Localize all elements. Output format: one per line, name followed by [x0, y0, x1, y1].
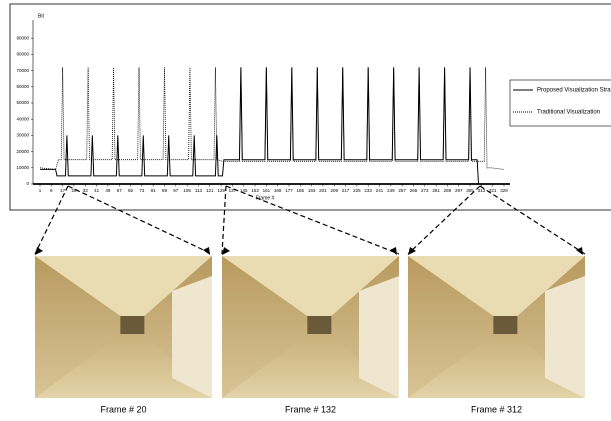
plot: 0 10000 20000 30000 40000 50000 60000 70000 8000…	[16, 20, 611, 193]
series-line	[40, 67, 504, 184]
x-tick-label: 177	[285, 188, 293, 193]
figure: Bit Frame # 0100002000030000400005000060…	[0, 0, 611, 421]
y-tick-label: 90000	[16, 35, 29, 40]
x-tick-label: 193	[308, 188, 316, 193]
x-tick-label: 105	[183, 188, 191, 193]
x-tick-label: 129	[217, 188, 225, 193]
photo-wall	[545, 276, 585, 398]
x-tick-label: 9	[50, 188, 53, 193]
x-tick-label: 329	[500, 188, 508, 193]
x-tick-label: 273	[421, 188, 429, 193]
photo-end	[307, 316, 331, 334]
x-tick-label: 25	[71, 188, 77, 193]
x-tick-label: 33	[83, 188, 89, 193]
x-tick-label: 1	[39, 188, 42, 193]
x-tick-label: 57	[117, 188, 123, 193]
x-tick-label: 241	[376, 188, 384, 193]
x-tick-label: 161	[263, 188, 271, 193]
x-tick-label: 257	[398, 188, 406, 193]
y-tick-label: 80000	[16, 52, 29, 57]
x-tick-label: 209	[330, 188, 338, 193]
y-tick-label: 0	[26, 181, 29, 186]
x-tick-label: 81	[151, 188, 157, 193]
legend-label: Proposed Visualization Strategy	[537, 88, 611, 94]
x-tick-label: 297	[455, 188, 463, 193]
pointer-arrow	[222, 186, 226, 254]
x-tick-label: 65	[128, 188, 134, 193]
caption: Frame # 132	[285, 404, 336, 414]
x-tick-label: 97	[173, 188, 179, 193]
x-tick-label: 73	[139, 188, 145, 193]
pointer-arrow	[226, 186, 399, 254]
x-tick-label: 265	[410, 188, 418, 193]
y-tick-label: 30000	[16, 133, 29, 138]
legend-label: Traditional Visualization	[537, 110, 600, 116]
pointer-arrow	[480, 186, 585, 254]
x-tick-label: 89	[162, 188, 168, 193]
y-tick-label: 10000	[16, 165, 29, 170]
y-tick-label: 70000	[16, 68, 29, 73]
y-axis-label: Bit	[38, 13, 44, 19]
arrow-head	[35, 247, 43, 255]
arrow-head	[203, 247, 210, 255]
x-tick-label: 113	[195, 188, 203, 193]
series-line	[40, 67, 504, 169]
x-tick-label: 185	[297, 188, 305, 193]
y-tick-label: 50000	[16, 100, 29, 105]
y-tick-label: 60000	[16, 84, 29, 89]
x-tick-label: 233	[364, 188, 372, 193]
x-tick-label: 121	[206, 188, 214, 193]
photo-end	[120, 316, 144, 334]
pointer-arrow	[68, 186, 212, 254]
pointer-arrow	[408, 186, 480, 254]
y-tick-label: 40000	[16, 116, 29, 121]
x-tick-label: 249	[387, 188, 395, 193]
photo-wall	[172, 276, 212, 398]
caption: Frame # 20	[100, 404, 146, 414]
x-tick-label: 153	[251, 188, 259, 193]
photo-end	[493, 316, 517, 334]
pointer-arrow	[35, 186, 68, 254]
x-tick-label: 169	[274, 188, 282, 193]
x-tick-label: 201	[319, 188, 327, 193]
caption: Frame # 312	[471, 404, 522, 414]
x-tick-label: 49	[105, 188, 111, 193]
x-tick-label: 313	[478, 188, 486, 193]
x-tick-label: 281	[432, 188, 440, 193]
photos: Frame # 20 Frame # 132 Frame # 312	[35, 186, 585, 414]
x-tick-label: 225	[353, 188, 361, 193]
x-tick-label: 289	[444, 188, 452, 193]
x-tick-label: 41	[94, 188, 100, 193]
x-tick-label: 17	[60, 188, 66, 193]
y-tick-label: 20000	[16, 149, 29, 154]
arrow-head	[222, 247, 230, 255]
photo-wall	[359, 276, 399, 398]
x-tick-label: 217	[342, 188, 350, 193]
x-tick-label: 137	[229, 188, 237, 193]
